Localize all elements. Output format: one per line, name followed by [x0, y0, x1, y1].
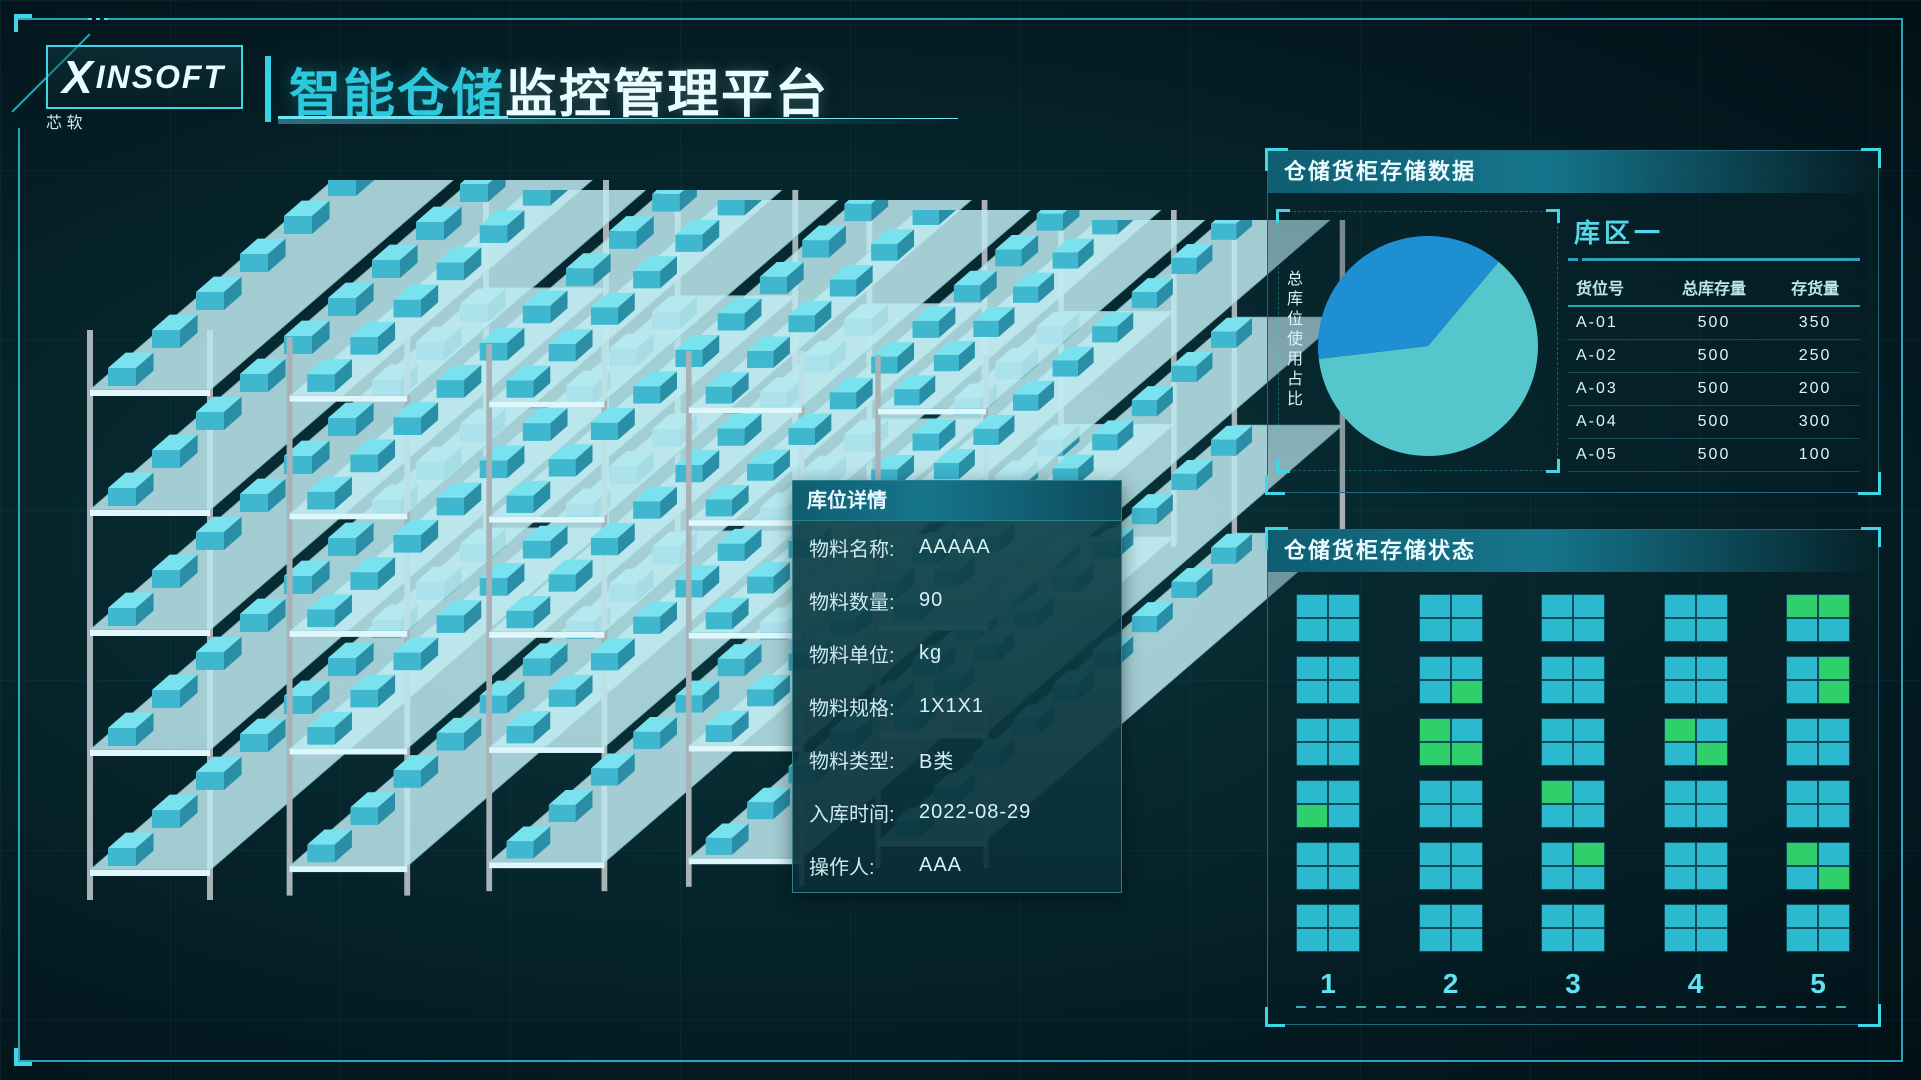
slot-detail-tooltip: 库位详情 物料名称:AAAAA物料数量:90物料单位:kg物料规格:1X1X1物…: [792, 480, 1122, 893]
status-cell[interactable]: [1541, 904, 1605, 952]
logo-mark: X: [62, 54, 94, 100]
status-cell[interactable]: [1419, 718, 1483, 766]
zone-title: 库区一: [1568, 211, 1860, 258]
status-cell[interactable]: [1296, 904, 1360, 952]
side-column: 仓储货柜存储数据 总库位使用占比 库区一 货位号总库存量存货量 A-015003…: [1267, 150, 1879, 1025]
status-cell[interactable]: [1296, 656, 1360, 704]
status-cell[interactable]: [1664, 718, 1728, 766]
table-row[interactable]: A-04500300: [1568, 406, 1860, 439]
tooltip-header: 库位详情: [793, 481, 1121, 521]
status-cell[interactable]: [1664, 656, 1728, 704]
logo-text: INSOFT: [96, 59, 225, 96]
tooltip-row: 入库时间:2022-08-29: [793, 786, 1121, 839]
status-cell[interactable]: [1296, 780, 1360, 828]
status-cell[interactable]: [1419, 904, 1483, 952]
pie-svg: [1313, 228, 1543, 458]
status-cell[interactable]: [1786, 594, 1850, 642]
status-cell[interactable]: [1419, 594, 1483, 642]
status-column-label: 3: [1565, 968, 1581, 1000]
status-cell[interactable]: [1786, 718, 1850, 766]
warehouse-3d-view[interactable]: [70, 150, 1310, 1010]
status-grid: 1 2 3 4 5: [1296, 594, 1850, 1000]
status-column-label: 5: [1810, 968, 1826, 1000]
status-cell[interactable]: [1419, 656, 1483, 704]
panel-storage-data: 仓储货柜存储数据 总库位使用占比 库区一 货位号总库存量存货量 A-015003…: [1267, 150, 1879, 493]
zone-col: 货位号: [1568, 269, 1658, 306]
table-row[interactable]: A-03500200: [1568, 373, 1860, 406]
panel-storage-title: 仓储货柜存储数据: [1268, 151, 1878, 193]
status-cell[interactable]: [1664, 842, 1728, 890]
panel-status-title: 仓储货柜存储状态: [1268, 530, 1878, 572]
status-cell[interactable]: [1419, 842, 1483, 890]
status-cell[interactable]: [1786, 780, 1850, 828]
status-cell[interactable]: [1786, 656, 1850, 704]
tooltip-row: 物料数量:90: [793, 574, 1121, 627]
pie-axis-label: 总库位使用占比: [1287, 270, 1305, 410]
tooltip-row: 物料名称:AAAAA: [793, 521, 1121, 574]
status-column: 4: [1664, 594, 1728, 1000]
status-column-label: 2: [1443, 968, 1459, 1000]
zone-col: 总库存量: [1658, 269, 1770, 306]
zone-col: 存货量: [1770, 269, 1860, 306]
status-column-label: 4: [1688, 968, 1704, 1000]
tooltip-row: 操作人:AAA: [793, 839, 1121, 892]
status-cell[interactable]: [1786, 842, 1850, 890]
table-row[interactable]: A-02500250: [1568, 340, 1860, 373]
status-cell[interactable]: [1541, 656, 1605, 704]
logo: X INSOFT 芯 软: [46, 45, 243, 133]
table-row[interactable]: A-05500100: [1568, 439, 1860, 472]
status-cell[interactable]: [1296, 842, 1360, 890]
tooltip-row: 物料单位:kg: [793, 627, 1121, 680]
status-column: 1: [1296, 594, 1360, 1000]
status-baseline: [1296, 1006, 1850, 1008]
title-rest: 监控管理平台: [505, 52, 829, 127]
status-cell[interactable]: [1664, 904, 1728, 952]
status-cell[interactable]: [1296, 718, 1360, 766]
pie-chart: 总库位使用占比: [1278, 211, 1558, 471]
status-column-label: 1: [1320, 968, 1336, 1000]
title-underline: [278, 118, 958, 124]
tooltip-row: 物料类型:B类: [793, 733, 1121, 786]
status-cell[interactable]: [1419, 780, 1483, 828]
status-cell[interactable]: [1296, 594, 1360, 642]
status-cell[interactable]: [1541, 780, 1605, 828]
status-cell[interactable]: [1541, 842, 1605, 890]
status-column: 5: [1786, 594, 1850, 1000]
panel-storage-status: 仓储货柜存储状态 1 2 3 4 5: [1267, 529, 1879, 1025]
zone-table: 货位号总库存量存货量 A-01500350A-02500250A-0350020…: [1568, 269, 1860, 472]
logo-cn: 芯 软: [46, 115, 82, 132]
status-cell[interactable]: [1664, 780, 1728, 828]
status-cell[interactable]: [1786, 904, 1850, 952]
status-cell[interactable]: [1541, 718, 1605, 766]
status-cell[interactable]: [1541, 594, 1605, 642]
status-cell[interactable]: [1664, 594, 1728, 642]
table-row[interactable]: A-01500350: [1568, 306, 1860, 340]
status-column: 3: [1541, 594, 1605, 1000]
header-divider: [265, 56, 271, 122]
status-column: 2: [1419, 594, 1483, 1000]
tooltip-row: 物料规格:1X1X1: [793, 680, 1121, 733]
